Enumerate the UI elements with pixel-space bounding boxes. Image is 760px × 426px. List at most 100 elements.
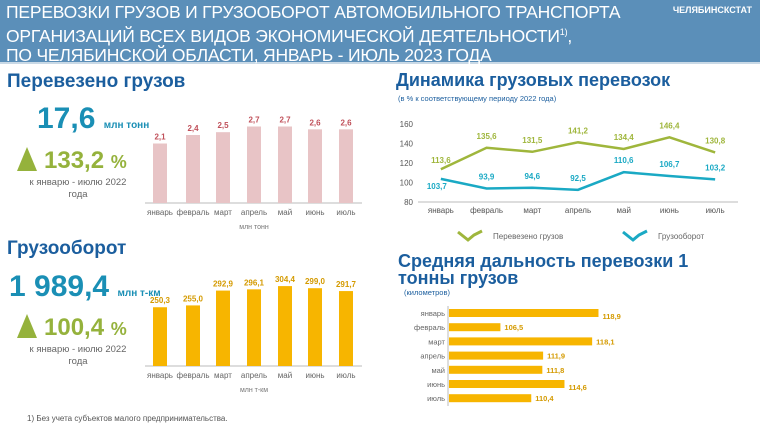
turnover-data-label: 296,1 xyxy=(244,278,265,287)
page-title: ПЕРЕВОЗКИ ГРУЗОВ И ГРУЗООБОРОТ АВТОМОБИЛ… xyxy=(6,2,621,65)
line-y-tick-label: 140 xyxy=(400,140,414,149)
hbar-category-label: январь xyxy=(421,309,445,318)
cargo-tick-label: февраль xyxy=(176,208,209,217)
line-x-tick-label: февраль xyxy=(470,206,503,215)
hbar-category-label: июль xyxy=(427,394,445,403)
pct-sign: % xyxy=(110,152,127,172)
line-series-1 xyxy=(440,170,716,192)
line-x-tick-label: май xyxy=(617,206,631,215)
dynamics-subtitle: (в % к соответствующему периоду 2022 год… xyxy=(398,94,557,103)
hbar-category-label: февраль xyxy=(414,323,445,332)
line-data-label: 110,6 xyxy=(614,156,634,165)
cargo-unit: млн тонн xyxy=(103,120,150,131)
legend-swatch xyxy=(457,229,483,242)
hbar-bar xyxy=(449,351,544,360)
dynamics-title: Динамика грузовых перевозок xyxy=(396,70,671,90)
turnover-tick-label: январь xyxy=(147,371,173,380)
cargo-tick-label: май xyxy=(278,208,292,217)
line-data-label: 135,6 xyxy=(477,132,498,141)
turnover-data-label: 255,0 xyxy=(183,294,204,303)
cargo-data-label: 2,6 xyxy=(309,118,321,127)
line-data-label: 146,4 xyxy=(659,121,680,130)
line-data-label: 106,7 xyxy=(659,160,680,169)
line-data-label: 103,2 xyxy=(705,163,726,172)
org-logo-text: ЧЕЛЯБИНСКСТАТ xyxy=(672,5,752,15)
up-triangle-icon xyxy=(17,314,37,338)
line-data-label: 131,5 xyxy=(522,136,543,145)
line-data-label: 93,9 xyxy=(479,172,495,181)
hbar-bar xyxy=(449,394,532,403)
pct-sign: % xyxy=(110,319,127,339)
hbar-bar xyxy=(449,380,565,388)
turnover-bar xyxy=(186,305,200,366)
turnover-tick-label: март xyxy=(214,371,232,380)
cargo-pct-value: 133,2 xyxy=(44,147,105,174)
cargo-bar xyxy=(339,129,353,203)
footnote: 1) Без учета субъектов малого предприним… xyxy=(27,414,228,423)
distance-subtitle: (километров) xyxy=(404,288,450,297)
turnover-tick-label: июль xyxy=(336,371,355,380)
turnover-title: Грузооборот xyxy=(7,238,127,259)
turnover-pct-value: 100,4 xyxy=(44,314,105,341)
turnover-data-label: 292,9 xyxy=(213,280,234,289)
cargo-tick-label: июль xyxy=(336,208,355,217)
cargo-bar xyxy=(216,132,230,203)
title-line: ПО ЧЕЛЯБИНСКОЙ ОБЛАСТИ, ЯНВАРЬ - ИЮЛЬ 20… xyxy=(6,44,492,65)
hbar-data-label: 114,6 xyxy=(568,383,586,392)
cargo-bar xyxy=(186,135,200,203)
turnover-tick-label: июнь xyxy=(305,371,324,380)
turnover-bar xyxy=(153,307,167,366)
hbar-data-label: 118,9 xyxy=(602,312,620,321)
hbar-data-label: 111,9 xyxy=(547,352,565,361)
turnover-data-label: 291,7 xyxy=(336,280,357,289)
cargo-data-label: 2,7 xyxy=(279,116,291,125)
line-x-tick-label: июнь xyxy=(660,206,679,215)
line-data-label: 94,6 xyxy=(524,172,540,181)
line-series-0 xyxy=(440,135,716,171)
cargo-data-label: 2,6 xyxy=(340,118,352,127)
hbar-bar xyxy=(449,323,501,332)
cargo-total-value: 17,6 xyxy=(37,102,96,135)
line-y-tick-label: 80 xyxy=(404,198,413,207)
hbar-category-label: май xyxy=(431,366,445,375)
turnover-data-label: 299,0 xyxy=(305,277,326,286)
turnover-bar xyxy=(278,286,292,366)
cargo-data-label: 2,1 xyxy=(154,133,166,142)
hbar-category-label: июнь xyxy=(427,380,445,389)
turnover-pct-note: к январю - июлю 2022 года xyxy=(29,344,127,367)
cargo-bar xyxy=(153,143,167,203)
line-y-tick-label: 160 xyxy=(400,120,414,129)
cargo-tick-label: апрель xyxy=(241,208,267,217)
turnover-bar xyxy=(247,289,261,366)
line-data-label: 130,8 xyxy=(705,136,726,145)
line-x-tick-label: март xyxy=(523,206,541,215)
line-x-tick-label: апрель xyxy=(565,206,591,215)
hbar-data-label: 111,8 xyxy=(546,366,564,375)
cargo-data-label: 2,7 xyxy=(248,116,260,125)
line-data-label: 113,6 xyxy=(431,156,451,165)
hbar-bar xyxy=(449,337,593,346)
turnover-pct: 100,4 % xyxy=(44,314,127,342)
cargo-tick-label: июнь xyxy=(305,208,324,217)
turnover-data-label: 250,3 xyxy=(150,296,171,305)
cargo-axis-label: млн тонн xyxy=(239,224,269,231)
turnover-bar xyxy=(339,291,353,366)
cargo-bar xyxy=(247,126,261,203)
turnover-tick-label: апрель xyxy=(241,371,267,380)
line-y-tick-label: 100 xyxy=(400,179,414,188)
line-y-tick-label: 120 xyxy=(400,159,414,168)
cargo-data-label: 2,4 xyxy=(187,124,199,133)
turnover-data-label: 304,4 xyxy=(275,275,296,284)
title-line: ОРГАНИЗАЦИЙ ВСЕХ ВИДОВ ЭКОНОМИЧЕСКОЙ ДЕЯ… xyxy=(6,23,620,46)
hbar-category-label: март xyxy=(428,337,445,346)
turnover-bar xyxy=(308,288,322,366)
up-triangle-icon xyxy=(17,147,37,171)
hbar-data-label: 110,4 xyxy=(535,394,554,403)
turnover-unit: млн т-км xyxy=(117,288,161,299)
turnover-total: 1 989,4 млн т-км xyxy=(9,270,161,304)
turnover-tick-label: май xyxy=(278,371,292,380)
cargo-pct-note: к январю - июлю 2022 года xyxy=(29,177,127,200)
distance-title: Средняя дальность перевозки 1 тонны груз… xyxy=(398,251,689,288)
turnover-axis-label: млн т-км xyxy=(240,387,268,394)
